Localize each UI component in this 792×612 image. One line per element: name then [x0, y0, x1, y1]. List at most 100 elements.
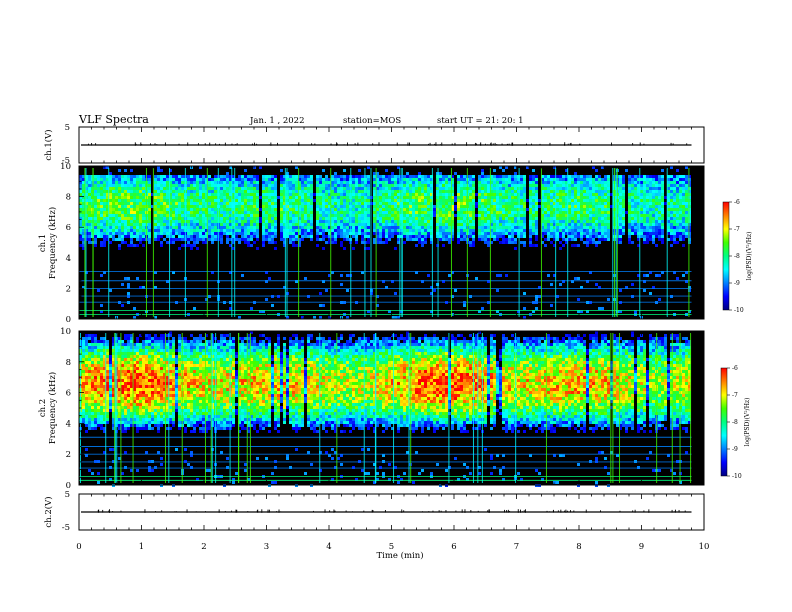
spectrogram-cell [520, 223, 523, 226]
spectrogram-cell [121, 199, 124, 202]
spectrogram-cell [391, 280, 394, 283]
spectrogram-cell [445, 217, 448, 220]
spectrogram-cell [499, 232, 502, 235]
spectrogram-cell [334, 217, 337, 220]
spectrogram-cell [208, 196, 211, 199]
spectrogram-cell [316, 229, 319, 232]
spectrogram-cell [619, 196, 622, 199]
spectrogram-cell [169, 217, 172, 220]
spectrogram-cell [550, 208, 553, 211]
spectrogram-cell [592, 193, 595, 196]
spectrogram-cell [94, 226, 97, 229]
spectrogram-cell [403, 187, 406, 190]
spectrogram-cell [649, 235, 652, 238]
spectrogram-cell [439, 208, 442, 211]
spectrogram-cell [364, 184, 367, 187]
spectrogram-cell [682, 208, 685, 211]
spectrogram-cell [646, 208, 649, 211]
spectrogram-cell [136, 199, 139, 202]
spectrogram-cell [589, 202, 592, 205]
spectrogram-cell [169, 235, 172, 238]
spectrogram-cell [103, 196, 106, 199]
spectrogram-cell [190, 184, 193, 187]
spectrogram-cell [139, 196, 142, 199]
spectrogram-cell [352, 202, 355, 205]
spectrogram-cell [322, 226, 325, 229]
spectrogram-cell [553, 235, 556, 238]
spectrogram-cell [115, 232, 118, 235]
spectrogram-cell [82, 238, 85, 241]
spectrogram-cell [574, 184, 577, 187]
spectrogram-cell [541, 178, 544, 181]
spectrogram-cell [628, 226, 631, 229]
spectrogram-cell [661, 169, 664, 172]
spectrogram-cell [679, 175, 682, 178]
spectrogram-cell [373, 178, 376, 181]
spectrogram-cell [397, 184, 400, 187]
spectrogram-cell [607, 220, 610, 223]
spectrogram-cell [292, 178, 295, 181]
spectrogram-cell [166, 205, 169, 208]
spectrogram-cell [472, 175, 475, 178]
spectrogram-cell [580, 184, 583, 187]
spectrogram-cell [658, 220, 661, 223]
spectrogram-cell [289, 202, 292, 205]
spectrogram-cell [118, 190, 121, 193]
spectrogram-cell [343, 247, 346, 250]
spectrogram-cell [445, 205, 448, 208]
spectrogram-cell [421, 211, 424, 214]
spectrogram-cell [643, 214, 646, 217]
spectrogram-cell [235, 205, 238, 208]
spectrogram-cell [367, 184, 370, 187]
spectrogram-cell [109, 181, 112, 184]
spectrogram-cell [175, 226, 178, 229]
spectrogram-cell [652, 241, 655, 244]
spectrogram-cell [586, 211, 589, 214]
spectrogram-cell [142, 211, 145, 214]
spectrogram-cell [364, 181, 367, 184]
spectrogram-cell [358, 196, 361, 199]
spectrogram-cell [553, 214, 556, 217]
spectrogram-cell [190, 199, 193, 202]
spectrogram-cell [514, 187, 517, 190]
spectrogram-cell [205, 181, 208, 184]
spectrogram-cell [166, 190, 169, 193]
spectrogram-cell [295, 214, 298, 217]
spectrogram-cell [607, 232, 610, 235]
spectrogram-cell [172, 190, 175, 193]
spectrogram-cell [640, 196, 643, 199]
spectrogram-cell [637, 202, 640, 205]
spectrogram-cell [112, 199, 115, 202]
spectrogram-cell [241, 199, 244, 202]
spectrogram-cell [391, 190, 394, 193]
spectrogram-cell [505, 223, 508, 226]
spectrogram-cell [652, 229, 655, 232]
spectrogram-cell [430, 190, 433, 193]
spectrogram-cell [628, 190, 631, 193]
spectrogram-cell [79, 244, 82, 247]
spectrogram-cell [571, 199, 574, 202]
spectrogram-cell [364, 235, 367, 238]
spectrogram-cell [268, 232, 271, 235]
spectrogram-cell [637, 235, 640, 238]
spectrogram-cell [190, 244, 193, 247]
spectrogram-cell [667, 181, 670, 184]
spectrogram-cell [520, 181, 523, 184]
spectrogram-cell [493, 226, 496, 229]
spectrogram-cell [475, 193, 478, 196]
spectrogram-cell [640, 184, 643, 187]
spectrogram-cell [415, 187, 418, 190]
spectrogram-cell [436, 217, 439, 220]
spectrogram-cell [439, 232, 442, 235]
spectrogram-cell [148, 190, 151, 193]
spectrogram-cell [568, 178, 571, 181]
spectrogram-cell [556, 193, 559, 196]
spectrogram-cell [649, 229, 652, 232]
spectrogram-cell [412, 238, 415, 241]
spectrogram-cell [517, 223, 520, 226]
spectrogram-cell [205, 196, 208, 199]
spectrogram-cell [562, 232, 565, 235]
spectrogram-cell [229, 184, 232, 187]
spectrogram-cell [115, 199, 118, 202]
